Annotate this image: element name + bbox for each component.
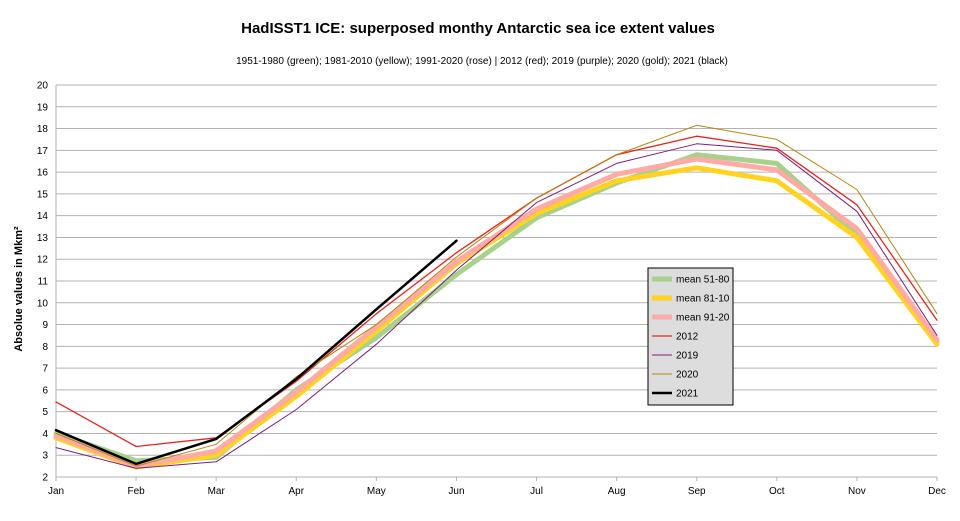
x-tick-label: Apr (288, 486, 304, 497)
series-line-2020 (55, 124, 938, 467)
x-tick-label: Feb (127, 486, 145, 497)
series-line-2012 (55, 135, 938, 448)
x-tick-label: Aug (608, 486, 626, 497)
y-tick-label: 5 (42, 407, 48, 418)
y-tick-label: 6 (42, 385, 48, 396)
x-tick-label: May (367, 486, 386, 497)
legend: mean 51-80 mean 81-10 mean 91-20 2012 2019 20… (647, 267, 734, 406)
x-tick-label: Jan (48, 486, 64, 497)
x-tick-label: Oct (769, 486, 785, 497)
chart-subtitle: 1951-1980 (green); 1981-2010 (yellow); 1… (236, 56, 728, 67)
y-tick-label: 8 (42, 342, 48, 353)
y-tick-label: 7 (42, 364, 48, 375)
y-tick-label: 10 (37, 298, 49, 309)
x-tick-label: Nov (848, 486, 866, 497)
y-tick-label: 11 (38, 277, 49, 288)
y-tick-label: 13 (37, 233, 49, 244)
y-tick-label: 3 (42, 451, 48, 462)
chart-title: HadISST1 ICE: superposed monthy Antarcti… (241, 20, 715, 37)
y-tick-label: 18 (37, 124, 49, 135)
series-line-mean-81-10 (53, 165, 940, 470)
legend-label: mean 91-20 (676, 313, 730, 324)
legend-label: 2019 (676, 351, 699, 362)
series-lines (53, 124, 940, 470)
y-tick-label: 15 (37, 189, 49, 200)
x-tick-label: Jul (530, 486, 543, 497)
series-line-mean-91-20 (53, 156, 940, 469)
gridlines (55, 84, 938, 481)
y-tick-label: 4 (42, 429, 48, 440)
legend-label: mean 81-10 (676, 294, 730, 305)
y-axis-label: Absolue values in Mkm² (13, 226, 25, 352)
y-tick-label: 14 (37, 211, 49, 222)
y-tick-label: 2 (42, 473, 48, 484)
y-tick-label: 12 (37, 255, 49, 266)
y-tick-label: 17 (37, 146, 49, 157)
x-tick-label: Mar (208, 486, 226, 497)
y-tick-label: 19 (37, 102, 49, 113)
x-tick-label: Dec (928, 486, 946, 497)
y-tick-label: 9 (42, 320, 48, 331)
x-tick-label: Sep (688, 486, 706, 497)
series-line-2021 (54, 239, 458, 466)
legend-label: mean 51-80 (676, 275, 730, 286)
y-tick-label: 16 (37, 168, 49, 179)
legend-label: 2012 (676, 332, 699, 343)
series-line-2019 (55, 143, 938, 469)
legend-label: 2021 (676, 389, 699, 400)
x-tick-label: Jun (448, 486, 464, 497)
legend-label: 2020 (676, 370, 699, 381)
axis-ticks: 2 3 4 5 6 7 8 9 10 11 12 13 14 15 16 17 18 19 20 Jan Feb Mar A… (37, 81, 946, 498)
y-tick-label: 20 (37, 81, 49, 92)
